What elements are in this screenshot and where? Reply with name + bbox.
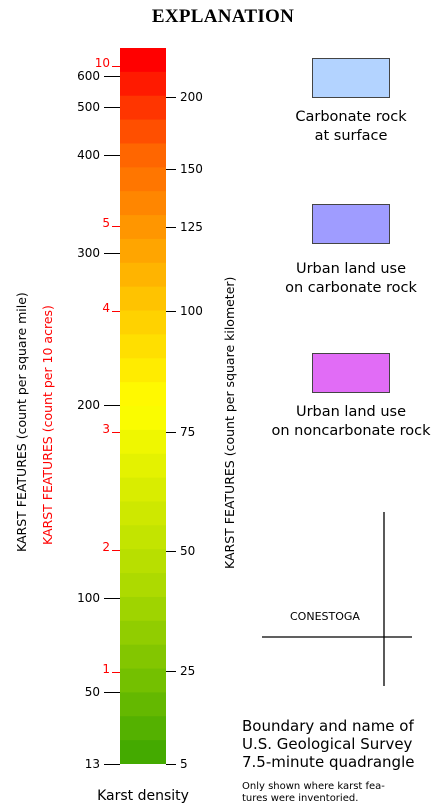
colorbar-band xyxy=(120,740,166,764)
red-tick-mark xyxy=(112,672,120,673)
right-tick-mark xyxy=(166,671,176,672)
left-tick-mark xyxy=(104,155,120,156)
colorbar-band xyxy=(120,191,166,216)
red-tick-mark xyxy=(112,550,120,551)
left-tick-label: 50 xyxy=(84,685,100,699)
left-tick-label: 100 xyxy=(77,591,100,605)
colorbar-band xyxy=(120,71,166,97)
colorbar-band xyxy=(120,215,166,240)
quadrangle-boundary-symbol xyxy=(262,512,412,686)
right-tick-mark xyxy=(166,311,176,312)
left-tick-mark xyxy=(104,76,120,77)
colorbar-band xyxy=(120,238,166,264)
right-tick-label: 200 xyxy=(180,90,203,104)
colorbar-band xyxy=(120,620,166,646)
colorbar-band xyxy=(120,501,166,526)
red-axis-label: KARST FEATURES (count per 10 acres) xyxy=(40,305,55,545)
left-tick-label: 200 xyxy=(77,398,100,412)
urban-carbonate-swatch xyxy=(312,204,390,244)
urban-noncarbonate-swatch xyxy=(312,353,390,393)
carbonate-rock-swatch xyxy=(312,58,390,98)
left-axis-label: KARST FEATURES (count per square mile) xyxy=(14,292,29,552)
right-tick-label: 125 xyxy=(180,220,203,234)
red-tick-mark xyxy=(112,66,120,67)
left-tick-label: 13 xyxy=(84,757,100,771)
karst-density-label: Karst density xyxy=(97,788,189,804)
colorbar-band xyxy=(120,48,166,73)
colorbar-band xyxy=(120,644,166,670)
left-tick-mark xyxy=(104,253,120,254)
right-tick-mark xyxy=(166,97,176,98)
red-tick-label: 2 xyxy=(102,540,110,554)
explanation-title: EXPLANATION xyxy=(151,6,295,27)
colorbar-band xyxy=(120,716,166,741)
quadrangle-note: Only shown where karst fea- tures were i… xyxy=(242,781,385,804)
right-tick-label: 75 xyxy=(180,425,196,439)
colorbar-band xyxy=(120,167,166,192)
left-tick-mark xyxy=(104,107,120,108)
right-tick-mark xyxy=(166,169,176,170)
left-tick-mark xyxy=(104,692,120,693)
right-tick-mark xyxy=(166,227,176,228)
quadrangle-name: CONESTOGA xyxy=(290,610,360,623)
right-tick-label: 25 xyxy=(180,664,196,678)
red-tick-label: 5 xyxy=(102,216,110,230)
left-tick-label: 300 xyxy=(77,246,100,260)
colorbar-band xyxy=(120,310,166,335)
colorbar-band xyxy=(120,549,166,574)
right-tick-mark xyxy=(166,432,176,433)
colorbar-band xyxy=(120,262,166,288)
left-tick-mark xyxy=(104,598,120,599)
colorbar-band xyxy=(120,573,166,598)
red-tick-label: 10 xyxy=(94,56,110,70)
right-tick-mark xyxy=(166,551,176,552)
left-tick-label: 600 xyxy=(77,69,100,83)
left-tick-label: 400 xyxy=(77,148,100,162)
red-tick-label: 1 xyxy=(102,662,110,676)
left-tick-mark xyxy=(104,764,120,765)
right-tick-label: 100 xyxy=(180,304,203,318)
colorbar-band xyxy=(120,692,166,717)
colorbar-band xyxy=(120,406,166,431)
urban-carbonate-label: Urban land use on carbonate rock xyxy=(285,261,417,296)
red-tick-mark xyxy=(112,226,120,227)
left-tick-label: 500 xyxy=(77,100,100,114)
right-axis-label: KARST FEATURES (count per square kilomet… xyxy=(222,276,237,569)
quadrangle-description: Boundary and name of U.S. Geological Sur… xyxy=(242,717,415,771)
colorbar-band xyxy=(120,119,166,145)
colorbar-band xyxy=(120,358,166,383)
right-tick-label: 5 xyxy=(180,757,188,771)
colorbar-band xyxy=(120,286,166,312)
urban-noncarbonate-label: Urban land use on noncarbonate rock xyxy=(271,404,431,439)
colorbar-band xyxy=(120,453,166,479)
colorbar-band xyxy=(120,143,166,168)
red-tick-mark xyxy=(112,432,120,433)
right-tick-mark xyxy=(166,764,176,765)
colorbar-band xyxy=(120,525,166,550)
right-tick-label: 50 xyxy=(180,544,196,558)
colorbar-band xyxy=(120,668,166,693)
colorbar-band xyxy=(120,429,166,455)
red-tick-label: 4 xyxy=(102,301,110,315)
karst-density-colorbar xyxy=(120,48,166,764)
left-tick-mark xyxy=(104,405,120,406)
colorbar-band xyxy=(120,382,166,407)
red-tick-label: 3 xyxy=(102,422,110,436)
right-tick-label: 150 xyxy=(180,162,203,176)
red-tick-mark xyxy=(112,311,120,312)
colorbar-band xyxy=(120,596,166,622)
colorbar-band xyxy=(120,477,166,503)
colorbar-band xyxy=(120,334,166,359)
carbonate-rock-label: Carbonate rock at surface xyxy=(295,109,407,144)
colorbar-band xyxy=(120,95,166,121)
